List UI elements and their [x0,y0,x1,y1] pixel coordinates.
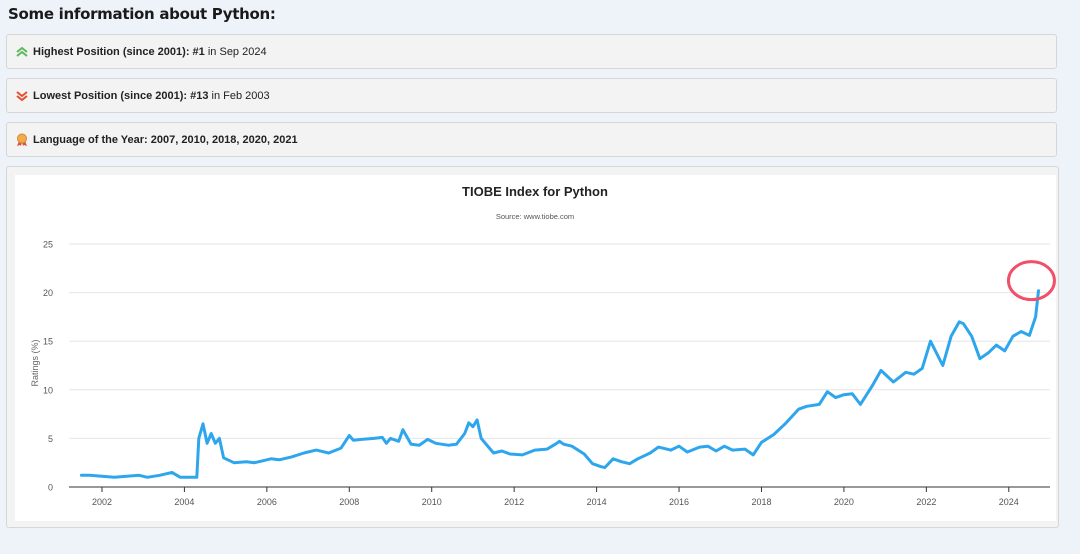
y-tick-label: 0 [48,483,53,493]
x-tick-label: 2016 [669,497,689,507]
medal-icon [15,133,29,147]
lowest-position-box: Lowest Position (since 2001): #13 in Feb… [6,78,1057,113]
lowest-position-value: #13 [190,89,209,102]
x-tick-label: 2010 [422,497,442,507]
chart-area: TIOBE Index for Python Source: www.tiobe… [15,175,1056,521]
y-tick-label: 10 [43,385,53,395]
double-chevron-up-icon [15,45,29,59]
language-of-year-value: 2007, 2010, 2018, 2020, 2021 [150,133,298,146]
language-of-year-label: Language of the Year: [33,133,148,146]
highest-position-date: in Sep 2024 [207,45,267,58]
x-tick-label: 2014 [587,497,607,507]
tiobe-python-chart: TIOBE Index for Python Source: www.tiobe… [30,184,1056,507]
chart-title: TIOBE Index for Python [462,184,608,199]
double-chevron-down-icon [15,89,29,103]
x-tick-label: 2008 [339,497,359,507]
page-heading: Some information about Python: [8,5,276,23]
language-of-year-box: Language of the Year: 2007, 2010, 2018, … [6,122,1057,157]
y-tick-label: 15 [43,337,53,347]
python-rating-line [79,289,1040,479]
x-tick-label: 2006 [257,497,277,507]
highest-position-value: #1 [192,45,205,58]
highest-position-label: Highest Position (since 2001): [33,45,190,58]
lowest-position-date: in Feb 2003 [211,89,270,102]
x-tick-label: 2004 [174,497,194,507]
x-tick-label: 2002 [92,497,112,507]
y-tick-label: 25 [43,240,53,250]
x-tick-label: 2020 [834,497,854,507]
x-tick-label: 2024 [999,497,1019,507]
x-tick-label: 2018 [751,497,771,507]
chart-panel: TIOBE Index for Python Source: www.tiobe… [6,166,1059,528]
lowest-position-label: Lowest Position (since 2001): [33,89,188,102]
highlight-circle [1006,260,1056,302]
y-axis-label: Ratings (%) [30,339,40,386]
highest-position-box: Highest Position (since 2001): #1 in Sep… [6,34,1057,69]
y-tick-label: 5 [48,434,53,444]
x-tick-label: 2022 [916,497,936,507]
x-tick-label: 2012 [504,497,524,507]
y-tick-label: 20 [43,288,53,298]
chart-subtitle: Source: www.tiobe.com [496,212,574,221]
